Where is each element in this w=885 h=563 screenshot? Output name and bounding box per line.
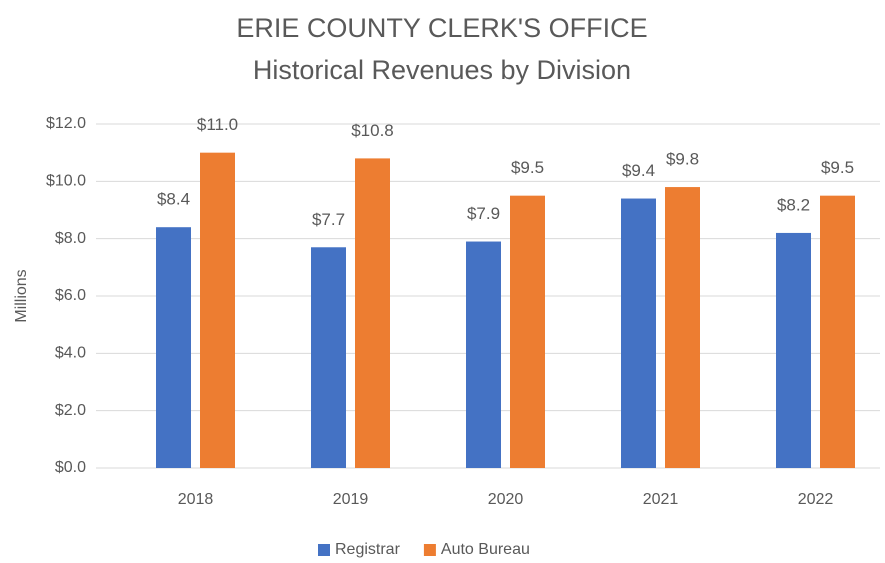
data-label: $9.8 — [666, 150, 699, 169]
bar — [510, 195, 545, 468]
y-tick-label: $6.0 — [55, 287, 86, 304]
bar — [466, 241, 501, 468]
y-axis-label: Millions — [13, 269, 30, 322]
bar — [776, 232, 811, 468]
x-tick-label: 2021 — [643, 491, 679, 508]
data-label: $7.7 — [312, 210, 345, 229]
chart-subtitle: Historical Revenues by Division — [253, 55, 631, 85]
x-tick-label: 2020 — [488, 491, 524, 508]
data-label: $7.9 — [467, 204, 500, 223]
bar — [355, 158, 390, 468]
y-tick-label: $8.0 — [55, 230, 86, 247]
chart-title: ERIE COUNTY CLERK'S OFFICE — [236, 13, 647, 43]
x-tick-label: 2019 — [333, 491, 369, 508]
data-label: $10.8 — [351, 121, 394, 140]
y-tick-label: $4.0 — [55, 345, 86, 362]
legend-label: Auto Bureau — [441, 541, 530, 558]
legend-label: Registrar — [335, 541, 401, 558]
data-label: $8.2 — [777, 195, 810, 214]
data-label: $8.4 — [157, 190, 190, 209]
legend-swatch — [318, 544, 330, 556]
data-label: $9.5 — [821, 158, 854, 177]
bar — [820, 195, 855, 468]
y-tick-label: $10.0 — [46, 173, 86, 190]
y-tick-label: $0.0 — [55, 459, 86, 476]
data-label: $11.0 — [197, 115, 238, 134]
x-tick-label: 2018 — [178, 491, 214, 508]
data-label: $9.4 — [622, 161, 655, 180]
bar — [621, 198, 656, 469]
data-label: $9.5 — [511, 158, 544, 177]
bar — [311, 247, 346, 468]
bar — [156, 227, 191, 468]
bar — [200, 152, 235, 468]
y-tick-label: $2.0 — [55, 402, 86, 419]
bar — [665, 187, 700, 469]
y-tick-label: $12.0 — [46, 115, 86, 132]
x-tick-label: 2022 — [798, 491, 834, 508]
legend-swatch — [423, 544, 436, 556]
